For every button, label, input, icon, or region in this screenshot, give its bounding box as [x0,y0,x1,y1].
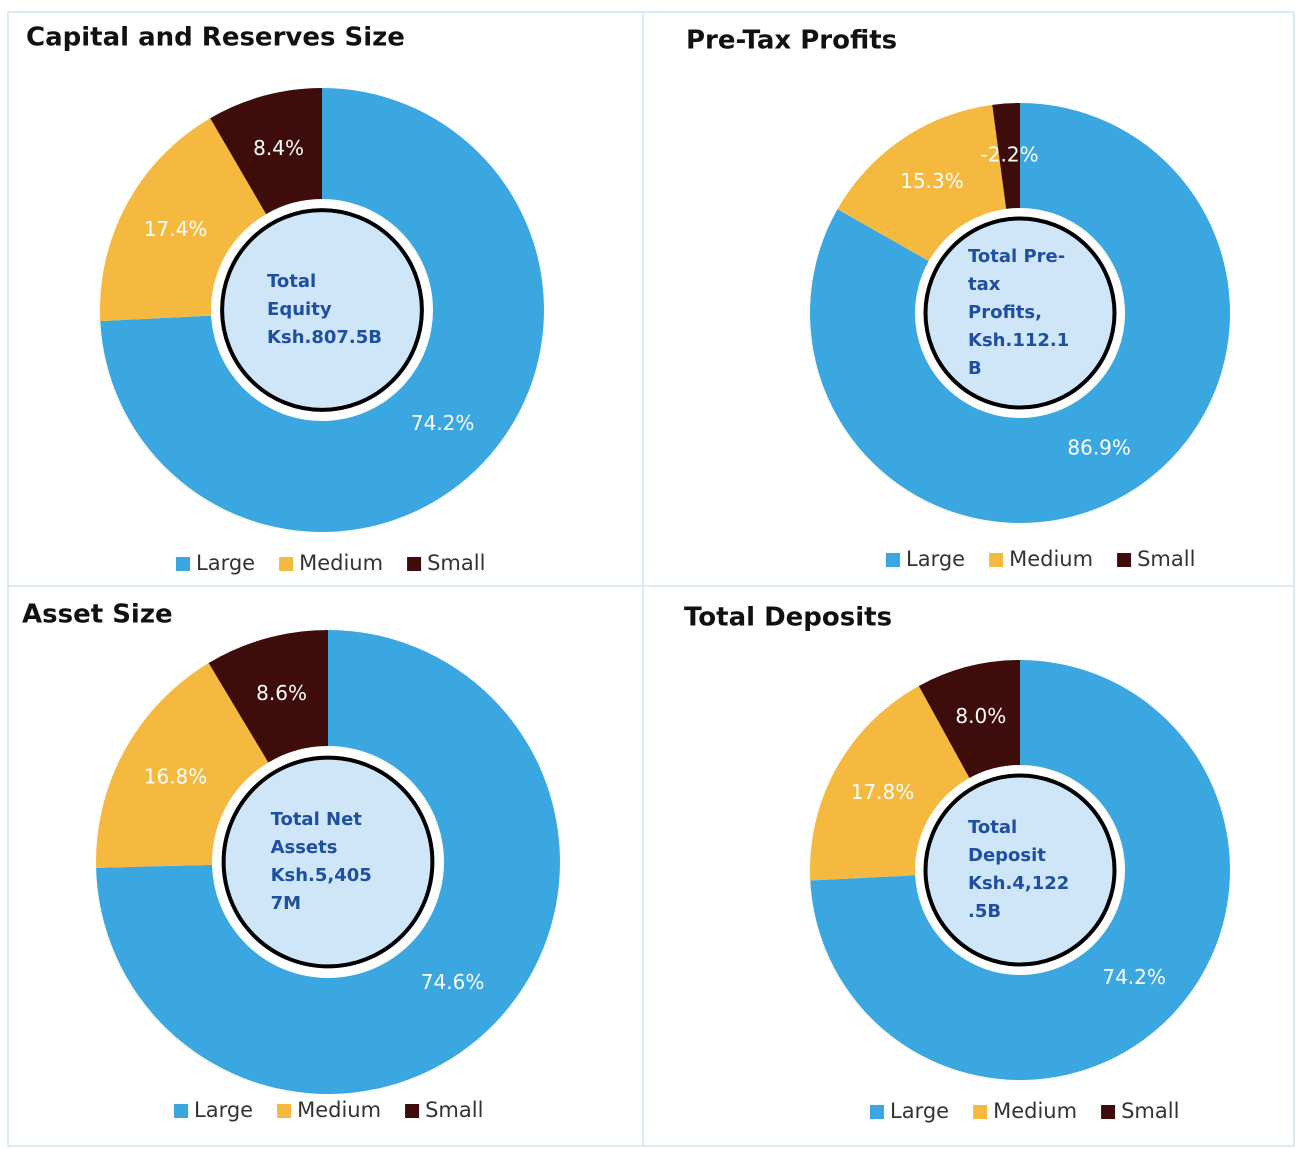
data-label: 8.6% [256,681,307,705]
center-text: Total Net [271,809,363,830]
frame [7,11,1295,1147]
chart-title: Asset Size [22,600,173,630]
legend-swatch [1117,553,1132,567]
legend-swatch [277,1104,292,1118]
legend-swatch [405,1104,420,1118]
legend-label: Large [196,551,255,575]
donut-slice [96,663,269,868]
legend-swatch [279,557,294,571]
data-label: -2.2% [981,142,1039,166]
legend-label: Small [1121,1099,1179,1123]
center-text: Equity [267,299,332,320]
legend-label: Medium [299,551,383,575]
center-circle [923,773,1117,967]
center-text: Ksh.112.1 [968,330,1069,351]
legend-label: Small [1137,547,1195,571]
donut-slice [96,630,560,1094]
legend-swatch [1101,1105,1116,1119]
center-text: Total [968,817,1017,838]
legend-label: Large [194,1098,253,1122]
data-label: 15.3% [900,169,964,193]
donut-slice [100,88,544,532]
legend-swatch [886,553,900,567]
donut-slice [100,118,267,322]
center-text: Deposit [968,845,1046,866]
center-circle [923,216,1117,410]
data-label: 16.8% [144,765,208,789]
center-text: Profits, [968,302,1042,323]
data-label: 74.2% [411,411,475,435]
data-label: 86.9% [1067,436,1131,460]
legend-label: Small [427,551,485,575]
center-text: Ksh.807.5B [267,327,382,348]
center-text: .5B [968,901,1001,922]
legend-label: Medium [297,1098,381,1122]
legend-swatch [989,553,1004,567]
legend-label: Medium [993,1099,1077,1123]
data-label: 74.6% [421,970,485,994]
center-text: Ksh.4,122 [968,873,1069,894]
legend-label: Large [906,547,965,571]
donut-slice [918,660,1020,778]
center-text: Ksh.5,405 [271,865,372,886]
center-text: Assets [271,837,338,858]
center-text: Total Pre- [968,246,1065,267]
center-text: B [968,358,982,379]
data-label: 8.0% [955,704,1006,728]
legend-swatch [973,1105,988,1119]
legend-swatch [176,557,190,571]
chart-title: Total Deposits [684,603,892,633]
legend-label: Small [425,1098,483,1122]
donut-slice [208,630,328,763]
center-text: 7M [271,893,301,914]
center-circle [221,755,435,969]
legend-label: Medium [1009,547,1093,571]
legend-swatch [174,1104,188,1118]
center-text: Total [267,271,316,292]
donut-slice [837,104,1007,262]
data-label: 17.4% [144,217,208,241]
donut-slice [210,88,322,215]
center-text: tax [968,274,1001,295]
chart-title: Capital and Reserves Size [26,23,405,53]
legend-swatch [870,1105,884,1119]
data-label: 74.2% [1102,965,1166,989]
legend-swatch [407,557,422,571]
data-label: 17.8% [851,780,915,804]
data-label: 8.4% [253,136,304,160]
legend-label: Large [890,1099,949,1123]
center-circle [220,208,424,412]
chart-title: Pre-Tax Profits [686,26,897,56]
donut-slice [810,660,1231,1080]
donut-slice [992,103,1020,209]
donut-slice [810,103,1230,523]
donut-slice [810,685,970,881]
